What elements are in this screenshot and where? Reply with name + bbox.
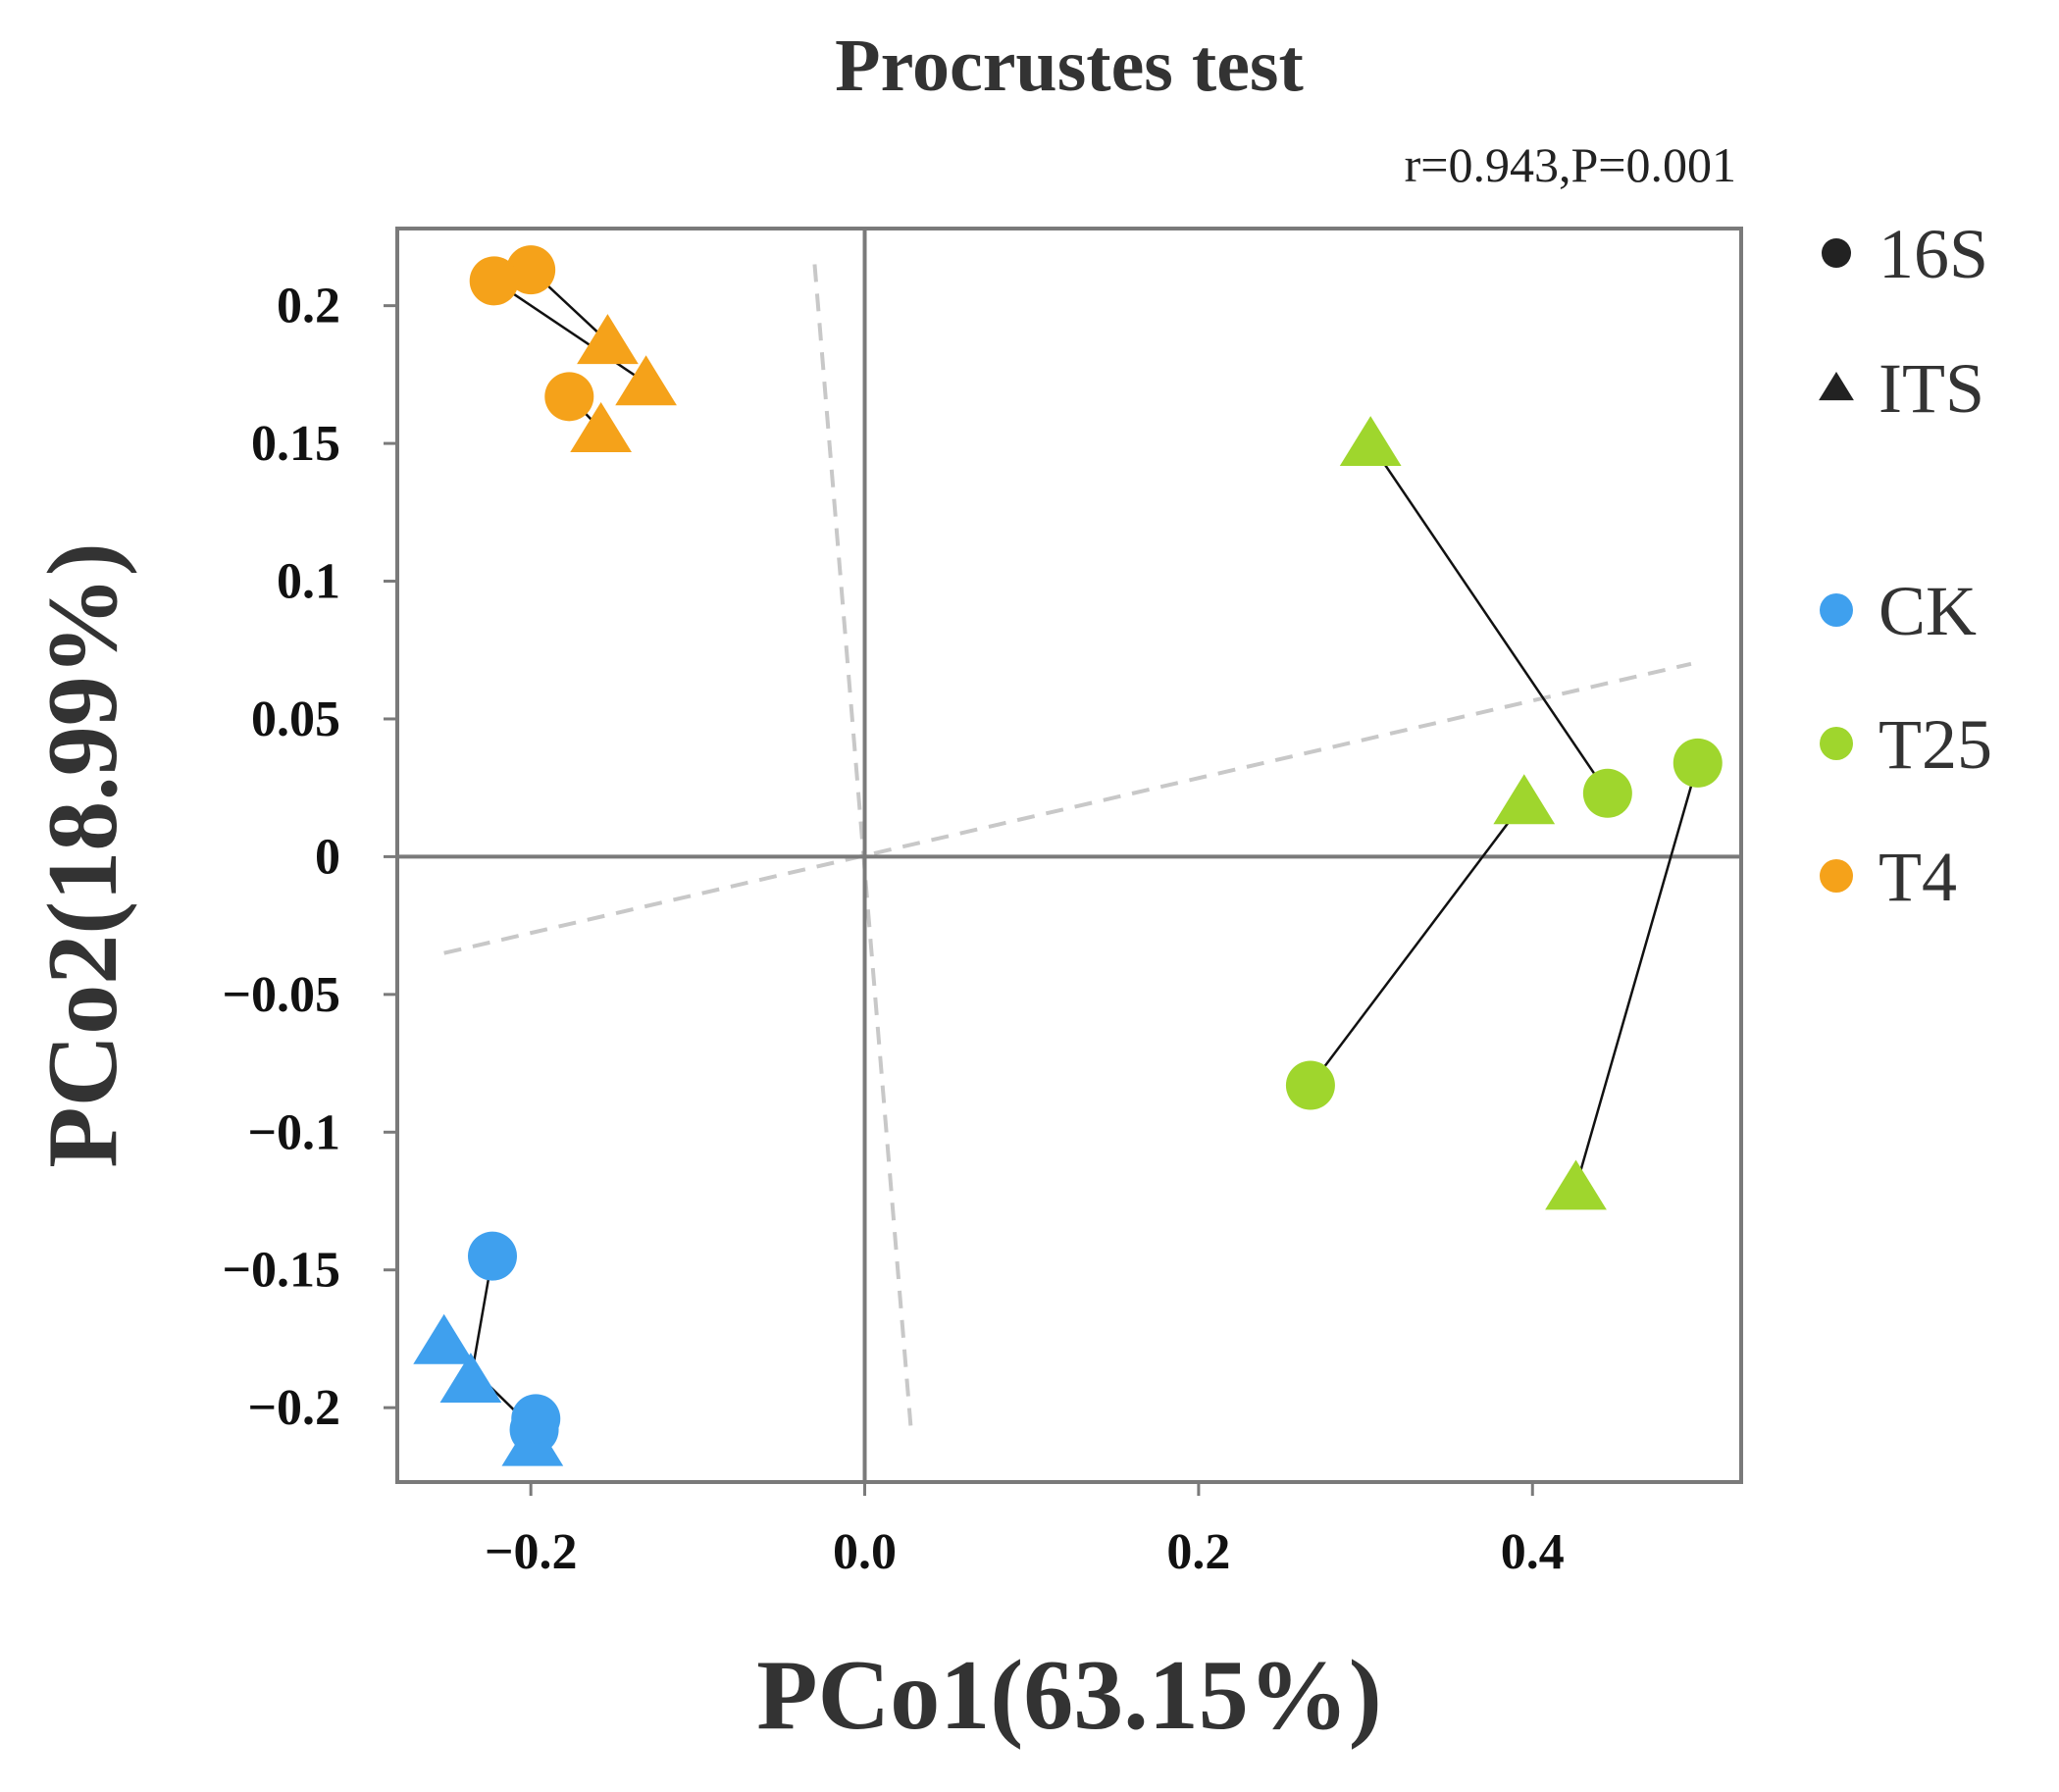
x-ticks: −0.2 0.0 0.2 0.4 xyxy=(485,1482,1565,1580)
y-tick-label: 0.1 xyxy=(277,554,340,610)
its-point-ck xyxy=(439,1353,502,1404)
16s-point-t4 xyxy=(469,256,519,306)
y-tick-label: 0.15 xyxy=(251,416,340,472)
y-tick-label: −0.1 xyxy=(247,1104,340,1160)
procrustes-link xyxy=(1574,762,1699,1188)
procrustes-link xyxy=(1309,800,1525,1087)
16s-point-ck xyxy=(511,1394,561,1444)
chart-subtitle: r=0.943,P=0.001 xyxy=(1405,137,1736,192)
legend: 16S ITS CK T25 T4 xyxy=(1819,215,1992,916)
rotation-lines xyxy=(443,264,1692,1436)
y-tick-label: 0.2 xyxy=(277,279,340,334)
y-tick-label: −0.05 xyxy=(222,967,340,1023)
x-tick-label: 0.0 xyxy=(833,1524,897,1580)
rotation-line xyxy=(443,661,1692,955)
rotation-line xyxy=(812,264,914,1436)
legend-group-label: T4 xyxy=(1879,838,1957,916)
zero-axes xyxy=(397,229,1741,1482)
legend-group-label: CK xyxy=(1879,572,1977,650)
procrustes-link xyxy=(1369,442,1609,794)
legend-circle-icon xyxy=(1822,238,1851,268)
x-tick-label: −0.2 xyxy=(485,1524,578,1580)
legend-shape-label: 16S xyxy=(1879,215,1988,293)
legend-group-dot xyxy=(1820,859,1853,893)
y-tick-label: 0 xyxy=(315,829,340,885)
16s-point-t25 xyxy=(1673,738,1723,788)
legend-shape-label: ITS xyxy=(1879,349,1984,428)
16s-point-ck xyxy=(468,1231,518,1281)
data-points xyxy=(413,245,1723,1466)
y-ticks: 0.2 0.15 0.1 0.05 0 −0.05 −0.1 −0.15 −0.2 xyxy=(222,279,397,1436)
y-tick-label: −0.15 xyxy=(222,1243,340,1299)
its-point-t25 xyxy=(1545,1159,1607,1210)
y-tick-label: −0.2 xyxy=(247,1380,340,1436)
x-tick-label: 0.4 xyxy=(1501,1524,1565,1580)
its-point-t4 xyxy=(615,355,677,406)
16s-point-t25 xyxy=(1582,768,1632,818)
y-tick-label: 0.05 xyxy=(251,691,340,747)
its-point-t25 xyxy=(1339,416,1402,467)
its-point-t4 xyxy=(577,314,639,365)
legend-group-dot xyxy=(1820,727,1853,760)
its-point-t25 xyxy=(1493,774,1556,825)
x-tick-label: 0.2 xyxy=(1166,1524,1230,1580)
procrustes-link xyxy=(493,280,647,384)
legend-group-dot xyxy=(1820,593,1853,627)
16s-point-t4 xyxy=(544,372,594,422)
legend-group-label: T25 xyxy=(1879,705,1992,784)
x-axis-label: PCo1(63.15%) xyxy=(756,1640,1381,1751)
its-point-ck xyxy=(413,1313,476,1364)
legend-triangle-icon xyxy=(1819,372,1854,401)
16s-point-t25 xyxy=(1285,1060,1335,1110)
its-point-t4 xyxy=(570,402,632,453)
chart-title: Procrustes test xyxy=(835,25,1304,107)
y-axis-label: PCo2(18.99%) xyxy=(27,542,138,1167)
